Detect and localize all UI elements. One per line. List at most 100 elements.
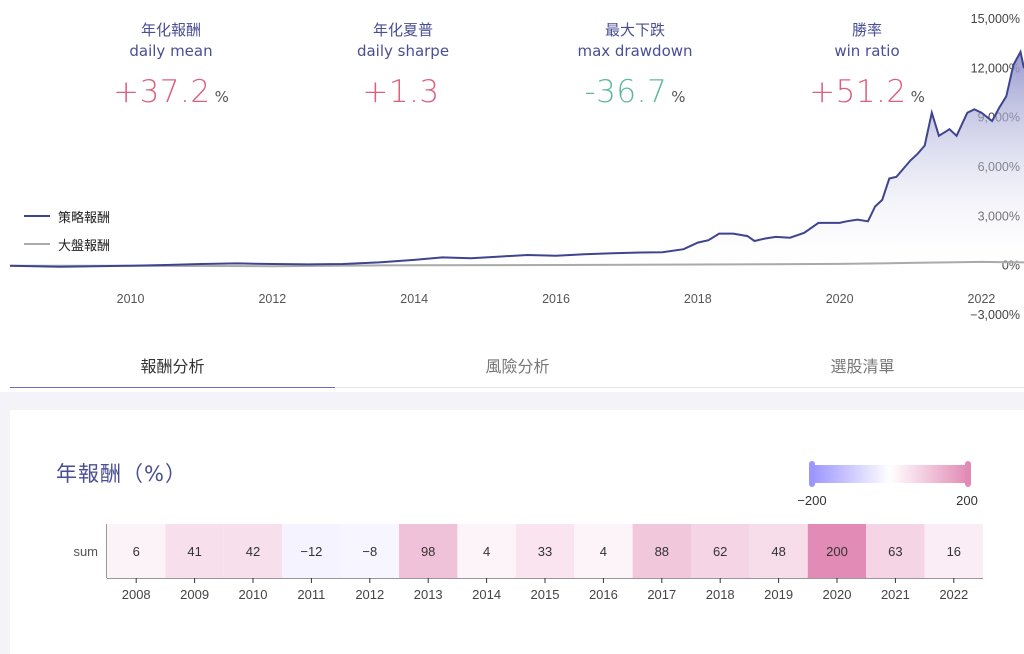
metric-subtitle: daily sharpe [356,42,450,60]
metric-unit: % [671,88,686,106]
metric-title: 最大下跌 [604,21,665,39]
metric-subtitle: daily mean [129,42,213,60]
heatmap-cell-label: 98 [421,544,435,559]
metric-unit: % [910,88,925,106]
heatmap-year-label: 2021 [881,587,910,602]
heatmap-cell [515,524,575,578]
legend-label-strategy: 策略報酬 [58,210,111,226]
strategy-area [10,51,1024,267]
legend-item-strategy[interactable]: 策略報酬 [24,202,110,230]
heatmap-cell-label: 42 [246,544,260,559]
tab-return-analysis[interactable]: 報酬分析 [10,346,335,388]
metric-value: +51.2 [809,74,907,110]
heatmap-cell-label: −8 [362,544,377,559]
cumulative-return-chart: 15,000%12,000%9,000%6,000%3,000%0%−3,000… [9,12,1024,322]
annual-return-panel: 年報酬（%） sum 6 2008 41 2009 42 2010 −12 2011 −8 2012… [10,410,1024,654]
heatmap-cell-label: 16 [947,544,961,559]
legend-swatch-strategy [24,215,50,217]
metric-title: 年化夏普 [372,21,433,39]
y-tick-label: −3,000% [970,308,1020,322]
heatmap-cell-label: 33 [538,544,552,559]
heatmap-year-label: 2009 [180,587,209,602]
metric-value: -36.7 [584,74,668,110]
metric-title: 年化報酬 [140,21,201,39]
legend-swatch-market [24,243,50,245]
metric-title: 勝率 [851,21,882,39]
heatmap-year-label: 2020 [823,587,852,602]
heatmap-cell [340,524,399,578]
metric-subtitle: win ratio [834,42,900,60]
heatmap-year-label: 2019 [764,587,793,602]
heatmap-year-label: 2014 [472,587,501,602]
heatmap-year-label: 2011 [297,587,325,602]
heatmap-year-label: 2022 [939,587,968,602]
heatmap-year-label: 2018 [706,587,735,602]
heatmap-cell [632,524,691,578]
tab-divider [10,387,1024,388]
heatmap-year-label: 2008 [122,587,151,602]
strategy-return-line [9,49,1024,268]
color-scale-min-label: −200 [797,493,826,508]
heatmap-cell-label: −12 [300,544,322,559]
heatmap-year-label: 2017 [647,587,676,602]
heatmap-cell [165,524,224,578]
heatmap-year-label: 2016 [589,587,618,602]
top-panel: 15,000%12,000%9,000%6,000%3,000%0%−3,000… [0,0,1024,392]
heatmap-year-label: 2013 [414,587,443,602]
color-scale-max-handle [965,461,971,487]
metric-unit: % [214,88,229,106]
heatmap-cell-label: 4 [483,544,490,559]
legend-item-market[interactable]: 大盤報酬 [24,230,110,258]
heatmap-cell [866,524,925,578]
heatmap-year-label: 2010 [239,587,268,602]
heatmap-cell [223,524,283,578]
heatmap-year-label: 2015 [531,587,560,602]
legend-label-market: 大盤報酬 [58,238,111,254]
x-tick-label: 2012 [258,292,286,306]
color-scale-max-label: 200 [956,493,978,508]
metric-annual-return: 年化報酬 daily mean +37.2% [71,20,271,110]
metric-subtitle: max drawdown [577,42,693,60]
x-tick-label: 2016 [542,292,570,306]
analysis-tab-bar: 報酬分析 風險分析 選股清單 [10,346,1024,388]
heatmap-cell [807,524,867,578]
heatmap-title: 年報酬（%） [56,462,187,486]
metric-sharpe: 年化夏普 daily sharpe +1.3 [303,20,503,110]
x-tick-label: 2022 [968,292,996,306]
heatmap-cell [574,524,633,578]
heatmap-cell-label: 4 [600,544,607,559]
heatmap-cell [107,524,166,578]
color-scale-bar [812,465,968,483]
x-tick-label: 2018 [684,292,712,306]
y-tick-label: 12,000% [971,61,1020,75]
heatmap-cell [691,524,750,578]
annual-return-heatmap: sum 6 2008 41 2009 42 2010 −12 2011 −8 2012 98 2013 4… [73,461,983,602]
heatmap-cell-label: 41 [187,544,201,559]
heatmap-row-label: sum [73,544,98,559]
heatmap-cell-label: 48 [771,544,785,559]
x-tick-label: 2014 [400,292,428,306]
heatmap-cell-label: 88 [655,544,669,559]
metric-max-drawdown: 最大下跌 max drawdown -36.7% [535,20,735,110]
heatmap-cell-label: 62 [713,544,727,559]
heatmap-cell-label: 6 [133,544,140,559]
tab-risk-analysis[interactable]: 風險分析 [485,357,550,376]
heatmap-year-label: 2012 [355,587,384,602]
heatmap-cell [924,524,983,578]
heatmap-cell [749,524,808,578]
heatmap-cell [282,524,341,578]
heatmap-cell-label: 63 [888,544,902,559]
color-scale-min-handle [809,461,815,487]
metric-value: +1.3 [362,74,440,110]
heatmap-cell [399,524,458,578]
heatmap-cell [457,524,516,578]
metric-win-ratio: 勝率 win ratio +51.2% [767,20,967,110]
x-tick-label: 2010 [117,292,145,306]
y-tick-label: 15,000% [971,12,1020,26]
x-tick-label: 2020 [826,292,854,306]
tab-stock-list[interactable]: 選股清單 [830,357,895,376]
heatmap-cell-label: 200 [826,544,848,559]
market-return-line [9,260,1024,268]
metric-value: +37.2 [113,74,211,110]
chart-legend: 策略報酬 大盤報酬 [24,202,110,258]
